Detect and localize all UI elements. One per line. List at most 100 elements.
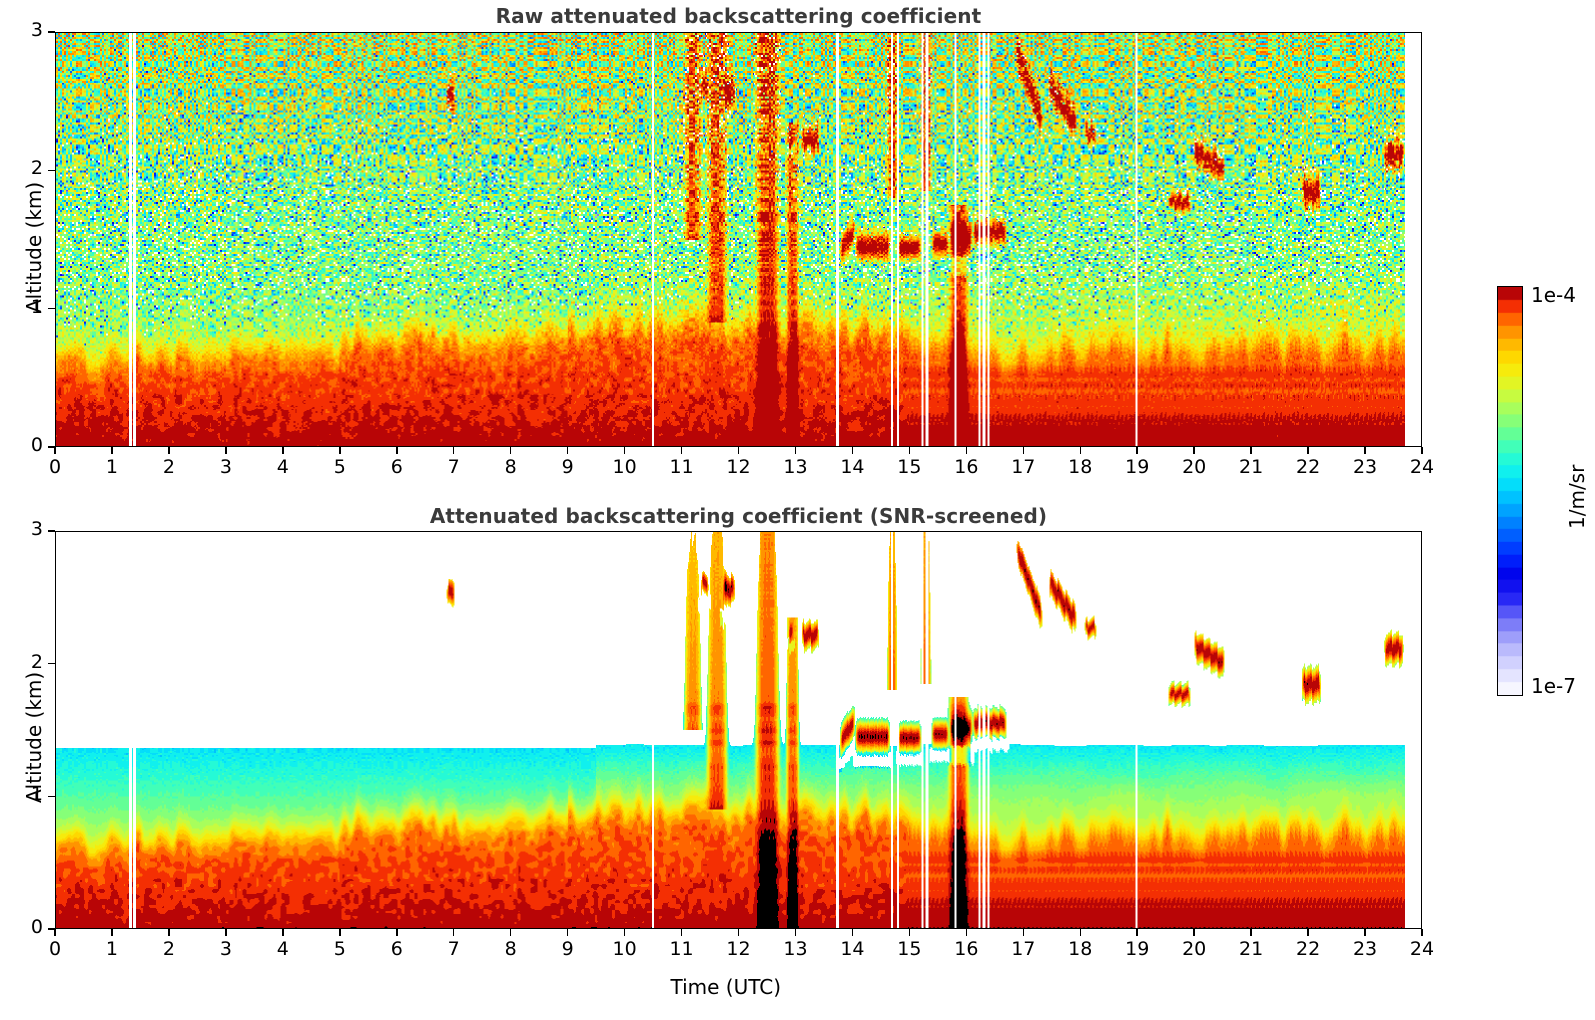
x-tick: [1364, 929, 1366, 936]
x-tick: [851, 929, 854, 936]
x-tick-label: 18: [1068, 456, 1093, 478]
x-tick-label: 15: [897, 456, 922, 478]
x-tick-label: 15: [897, 938, 922, 960]
x-tick-label: 16: [954, 456, 979, 478]
x-tick: [54, 929, 56, 936]
y-tick-label: 1: [30, 295, 43, 318]
x-tick: [965, 447, 968, 454]
x-tick: [339, 929, 341, 936]
y-tick: [48, 307, 55, 310]
x-tick: [623, 447, 626, 454]
x-tick-label: 7: [447, 938, 460, 960]
panel-title-raw: Raw attenuated backscattering coefficien…: [495, 4, 982, 28]
x-tick: [680, 447, 683, 454]
x-tick-label: 14: [840, 938, 865, 960]
y-tick: [48, 530, 55, 532]
x-tick-label: 20: [1182, 938, 1207, 960]
x-tick-label: 10: [612, 938, 637, 960]
x-tick: [680, 929, 683, 936]
x-tick-label: 5: [333, 456, 346, 478]
x-tick: [225, 929, 227, 936]
x-tick-label: 17: [1011, 938, 1036, 960]
x-tick: [794, 929, 797, 936]
x-tick-label: 22: [1295, 456, 1321, 478]
x-tick-label: 8: [504, 456, 517, 478]
x-tick-label: 21: [1239, 938, 1264, 960]
x-tick: [1079, 447, 1081, 454]
x-tick-label: 9: [561, 938, 574, 960]
y-tick-label: 2: [30, 157, 43, 180]
x-axis-label: Time (UTC): [670, 975, 782, 999]
y-tick-label: 0: [30, 434, 43, 456]
y-tick: [48, 169, 55, 172]
x-tick-label: 7: [447, 456, 460, 478]
x-tick-label: 11: [669, 938, 694, 960]
x-tick-label: 19: [1125, 938, 1150, 960]
x-tick-label: 1: [105, 938, 118, 960]
x-tick-label: 22: [1295, 938, 1321, 960]
x-tick-label: 24: [1409, 938, 1435, 960]
x-tick: [509, 929, 512, 936]
x-tick-label: 0: [48, 456, 62, 478]
x-tick: [1421, 929, 1423, 936]
x-tick: [452, 929, 455, 936]
x-tick: [168, 929, 170, 936]
x-tick-label: 4: [276, 938, 289, 960]
colorbar-unit-label: 1/m/sr: [1565, 464, 1589, 529]
y-tick: [48, 662, 55, 665]
x-tick-label: 2: [162, 456, 175, 478]
x-tick-label: 13: [783, 938, 808, 960]
x-tick-label: 0: [48, 938, 62, 960]
x-tick-label: 14: [840, 456, 865, 478]
x-tick: [54, 447, 56, 454]
x-tick: [1193, 929, 1195, 936]
x-tick: [1364, 447, 1366, 454]
x-tick: [623, 929, 626, 936]
x-tick: [282, 447, 284, 454]
x-tick: [1022, 929, 1025, 936]
heatmap-raw: [55, 32, 1422, 447]
x-tick-label: 2: [162, 938, 175, 960]
x-tick: [452, 447, 455, 454]
x-tick-label: 8: [504, 938, 517, 960]
x-tick-label: 12: [726, 456, 751, 478]
colorbar-max-label: 1e-4: [1531, 283, 1576, 307]
x-tick-label: 9: [561, 456, 574, 478]
x-tick-label: 16: [954, 938, 979, 960]
x-tick: [1421, 447, 1423, 454]
x-tick-label: 23: [1352, 938, 1378, 960]
x-tick: [1136, 447, 1138, 454]
y-tick: [48, 928, 55, 930]
y-axis-label-screened: Altitude (km): [22, 671, 46, 803]
x-tick: [1136, 929, 1138, 936]
x-tick-label: 6: [390, 456, 403, 478]
x-tick: [396, 447, 398, 454]
x-tick: [509, 447, 512, 454]
x-tick-label: 6: [390, 938, 403, 960]
x-tick: [168, 447, 170, 454]
colorbar: [1497, 286, 1523, 696]
x-tick-label: 1: [105, 456, 118, 478]
x-tick-label: 3: [219, 456, 232, 478]
x-tick-label: 5: [333, 938, 346, 960]
y-tick-label: 3: [30, 19, 43, 41]
y-tick-label: 2: [30, 650, 43, 673]
x-tick: [1250, 929, 1252, 936]
x-tick-label: 11: [669, 456, 694, 478]
x-tick: [737, 447, 740, 454]
y-tick: [48, 795, 55, 798]
y-axis-label-raw: Altitude (km): [22, 181, 46, 313]
x-tick: [737, 929, 740, 936]
x-tick-label: 12: [726, 938, 751, 960]
x-tick-label: 21: [1239, 456, 1264, 478]
x-tick: [396, 929, 398, 936]
x-tick: [851, 447, 854, 454]
x-tick: [1193, 447, 1195, 454]
heatmap-screened: [55, 531, 1422, 929]
x-tick-label: 13: [783, 456, 808, 478]
x-tick-label: 18: [1068, 938, 1093, 960]
x-tick: [566, 929, 569, 936]
panel-title-screened: Attenuated backscattering coefficient (S…: [429, 504, 1048, 528]
colorbar-min-label: 1e-7: [1531, 674, 1576, 698]
x-tick: [111, 447, 113, 454]
